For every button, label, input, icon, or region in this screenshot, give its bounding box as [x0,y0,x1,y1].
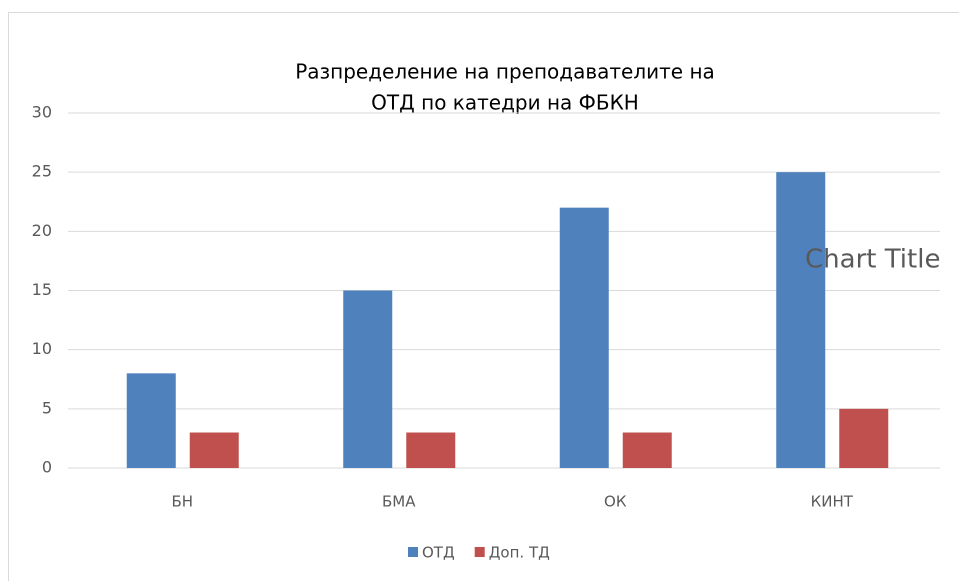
bar [127,373,176,468]
y-tick-label: 25 [32,162,52,181]
x-tick-label: ОК [604,493,627,511]
legend-label: Доп. ТД [489,544,550,562]
y-tick-label: 0 [42,458,52,477]
y-tick-label: 5 [42,398,52,417]
bar [343,291,392,469]
chart-title: ОТД по катедри на ФБКН [371,91,639,115]
x-tick-label: КИНТ [811,493,854,511]
bar [406,433,455,469]
x-tick-label: БМА [382,493,416,511]
bar [190,433,239,469]
y-tick-label: 30 [32,103,52,122]
legend-swatch [475,547,485,557]
y-tick-label: 20 [32,221,52,240]
legend-label: ОТД [422,544,455,562]
bar [776,172,825,468]
y-tick-label: 15 [32,280,52,299]
bar [560,208,609,468]
y-tick-label: 10 [32,339,52,358]
bar [623,433,672,469]
chart-title: Разпределение на преподавателите на [295,60,715,84]
bar [839,409,888,468]
x-tick-label: БН [171,493,193,511]
annotation: Chart Title [805,245,940,275]
legend-swatch [408,547,418,557]
